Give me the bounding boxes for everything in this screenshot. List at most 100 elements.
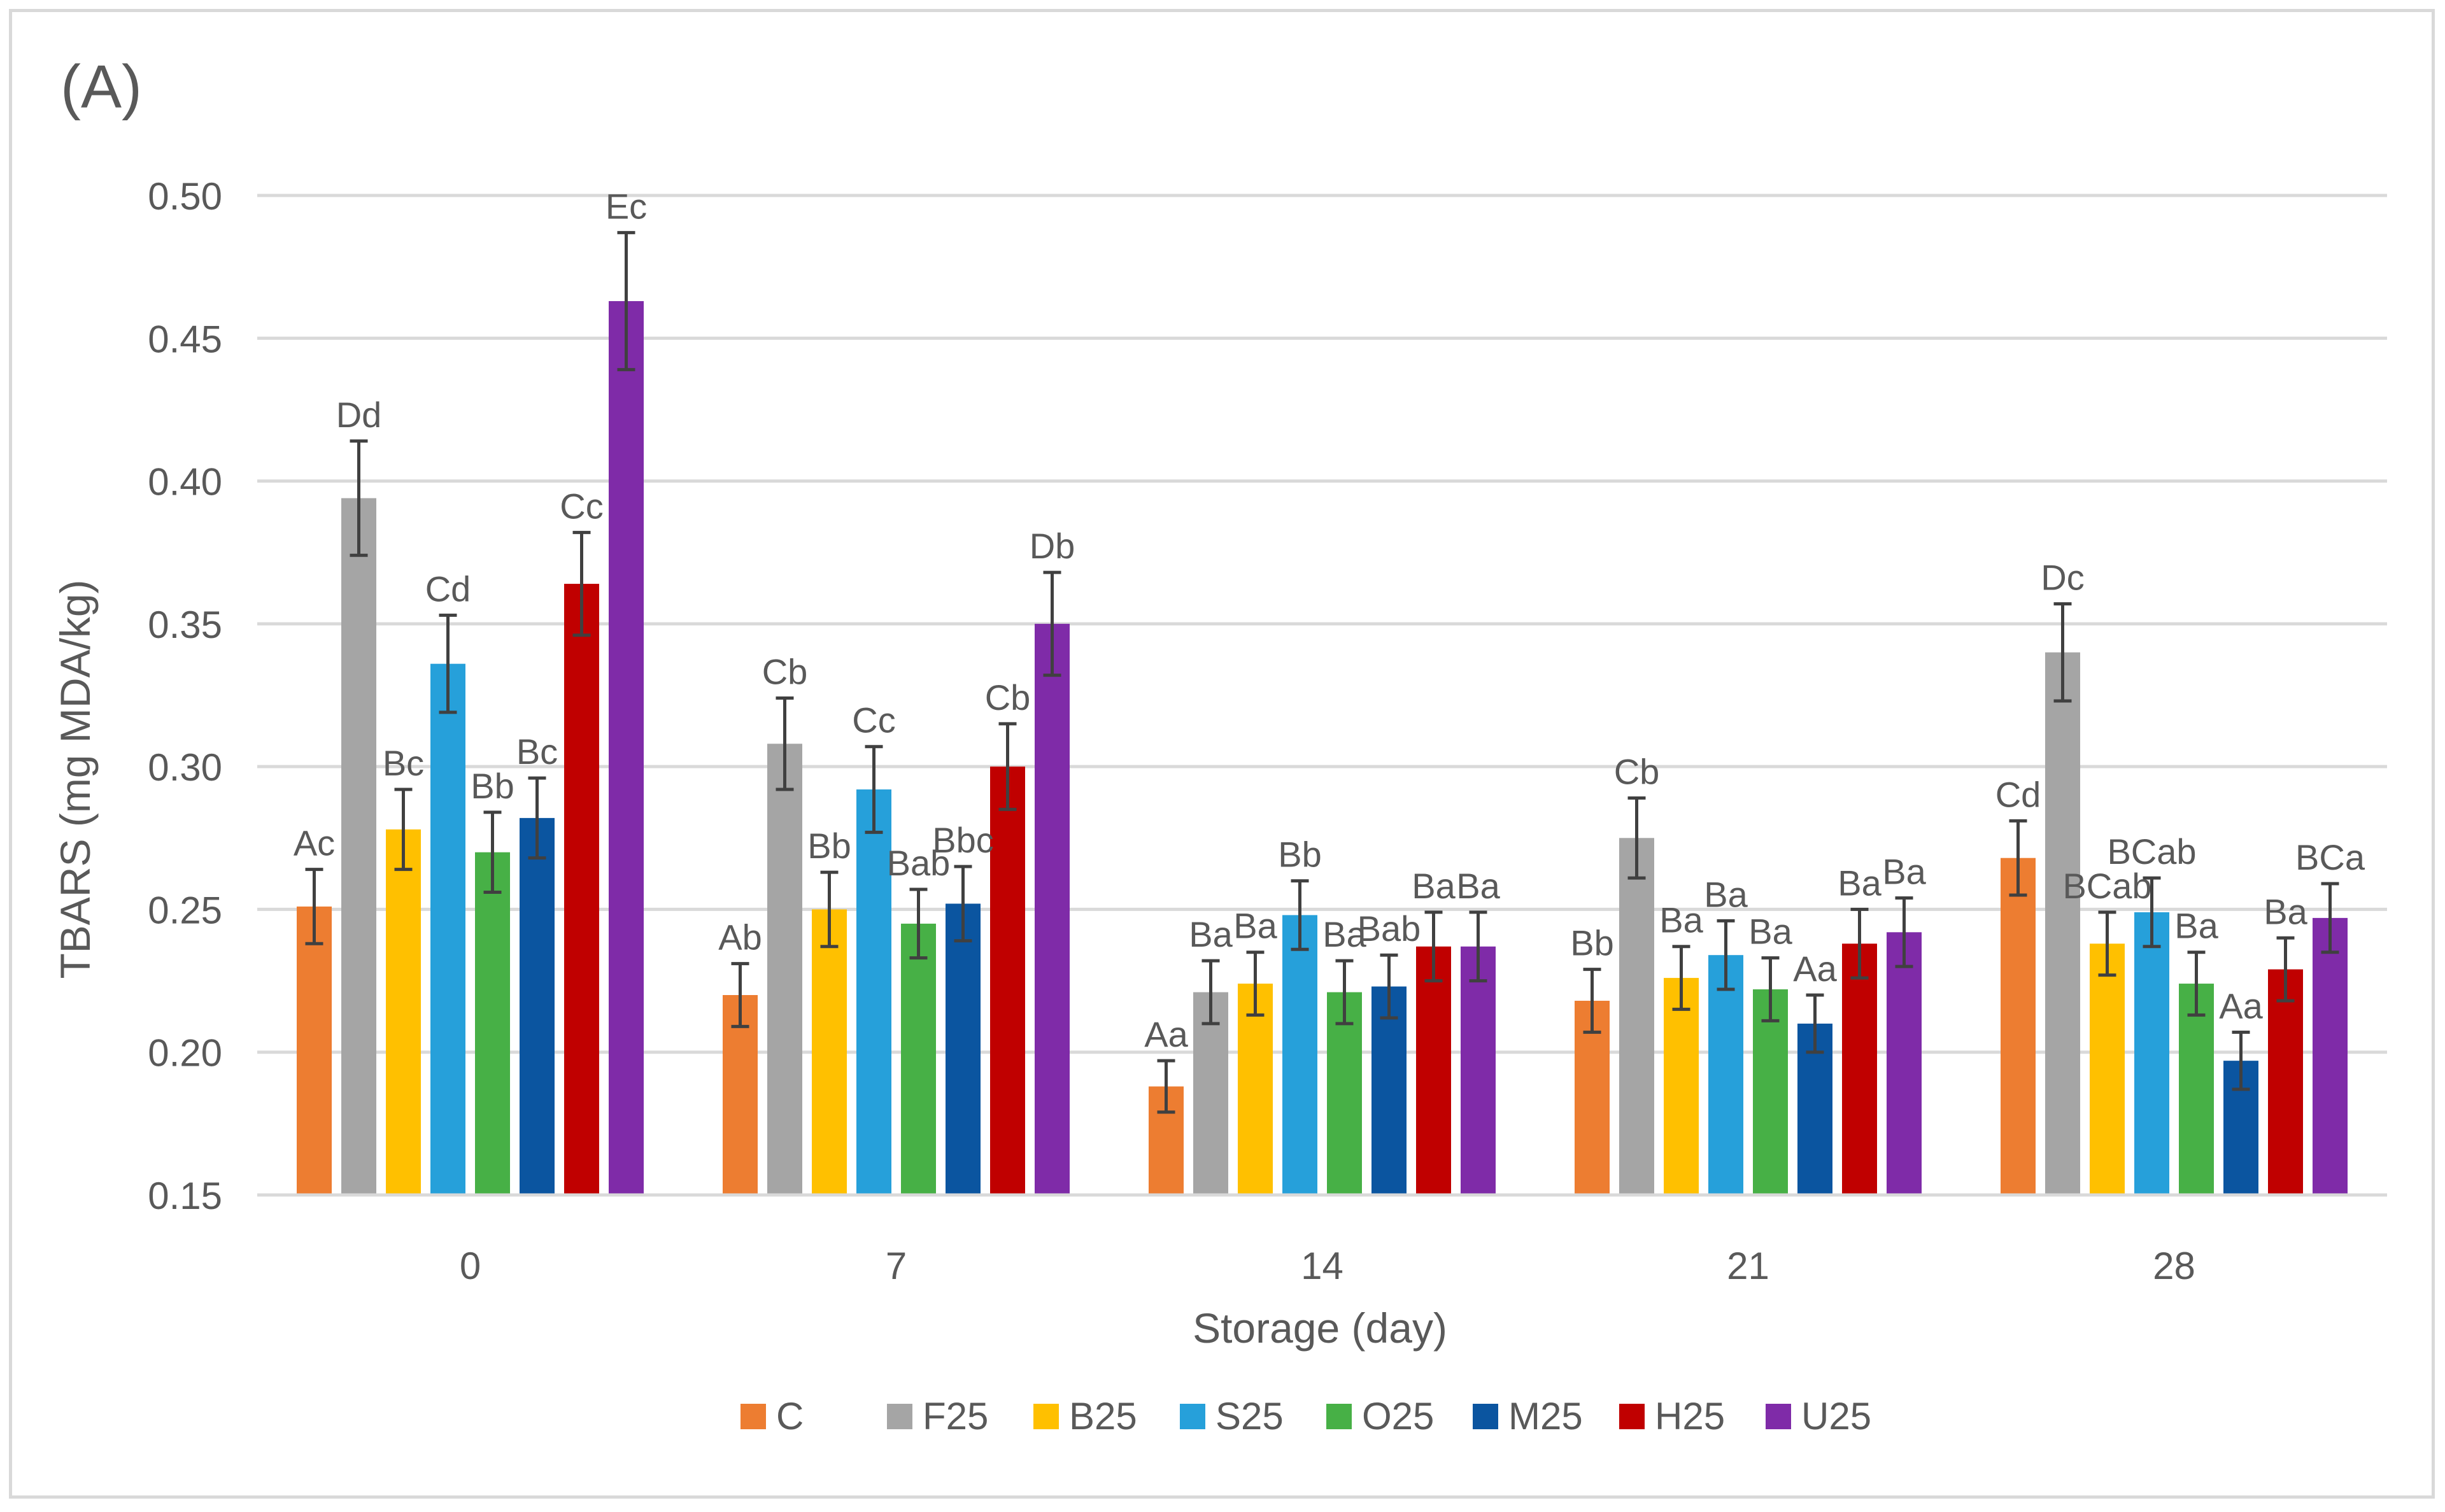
legend-item-h25: H25 xyxy=(1619,1395,1725,1438)
y-tick-label: 0.40 xyxy=(148,461,222,504)
y-tick-label: 0.30 xyxy=(148,746,222,789)
bar-f25 xyxy=(1619,838,1654,1195)
bar-o25 xyxy=(901,923,936,1195)
data-label: Ac xyxy=(294,823,335,863)
bar-h25 xyxy=(1842,943,1877,1195)
data-label: Bb xyxy=(471,766,514,806)
data-label: Ba xyxy=(1456,866,1500,906)
y-tick-label: 0.50 xyxy=(148,175,222,218)
panel-label: (A) xyxy=(60,53,142,121)
x-tick-label: 0 xyxy=(460,1245,481,1287)
y-tick-label: 0.35 xyxy=(148,604,222,646)
bar-h25 xyxy=(1416,946,1451,1195)
bar-m25 xyxy=(946,903,981,1195)
x-tick-label: 28 xyxy=(2153,1245,2195,1287)
bar-b25 xyxy=(386,829,421,1195)
legend-item-c: C xyxy=(741,1395,804,1438)
legend-item-m25: M25 xyxy=(1473,1395,1583,1438)
y-tick-label: 0.20 xyxy=(148,1032,222,1075)
legend-swatch xyxy=(1033,1404,1059,1429)
bar-b25 xyxy=(1238,984,1273,1195)
data-label: Bc xyxy=(516,731,558,772)
legend-swatch xyxy=(1619,1404,1645,1429)
data-label: Cc xyxy=(852,700,895,740)
data-label: Cb xyxy=(985,677,1031,717)
data-label: Ba xyxy=(2264,891,2307,931)
bar-b25 xyxy=(2090,943,2125,1195)
data-label: Cc xyxy=(560,486,603,526)
bar-f25 xyxy=(341,498,376,1195)
data-label: BCab xyxy=(2062,866,2151,906)
legend-item-s25: S25 xyxy=(1180,1395,1284,1438)
y-axis-title: TBARS (mg MDA/kg) xyxy=(52,579,99,979)
bar-s25 xyxy=(2134,912,2169,1195)
data-label: Bab xyxy=(1357,908,1421,949)
legend-label: B25 xyxy=(1069,1395,1137,1438)
chart-frame: 0.15 0.20 0.25 0.30 0.35 0.40 0.45 0.50 Ac Dd Bc C… xyxy=(9,9,2435,1499)
data-label: Ba xyxy=(2174,906,2218,946)
legend-swatch xyxy=(1326,1404,1352,1429)
legend-label: U25 xyxy=(1801,1395,1871,1438)
data-label: Ba xyxy=(1838,863,1882,903)
legend-item-u25: U25 xyxy=(1766,1395,1871,1438)
data-label: Cd xyxy=(1995,774,2041,814)
bar-u25 xyxy=(1887,932,1922,1195)
legend-item-f25: F25 xyxy=(887,1395,988,1438)
x-tick-labels: 0 7 14 21 28 xyxy=(460,1245,2195,1287)
bar-m25 xyxy=(1371,986,1407,1195)
data-label: Db xyxy=(1030,526,1075,566)
bar-o25 xyxy=(1327,992,1362,1195)
bar-b25 xyxy=(812,909,847,1195)
bar-u25 xyxy=(2313,917,2348,1195)
data-label: Ba xyxy=(1233,906,1277,946)
data-label: Aa xyxy=(1144,1014,1188,1054)
bar-h25 xyxy=(2268,969,2303,1195)
data-label: Ba xyxy=(1412,866,1456,906)
y-tick-label: 0.45 xyxy=(148,318,222,360)
legend-swatch xyxy=(1766,1404,1791,1429)
data-label: BCa xyxy=(2295,837,2365,877)
bar-h25 xyxy=(564,584,599,1195)
legend-label: S25 xyxy=(1215,1395,1284,1438)
bar-f25 xyxy=(767,744,802,1195)
data-label: Aa xyxy=(1793,949,1837,989)
bars xyxy=(297,300,2348,1195)
legend-swatch xyxy=(1473,1404,1498,1429)
bar-s25 xyxy=(856,789,891,1195)
chart-svg: 0.15 0.20 0.25 0.30 0.35 0.40 0.45 0.50 Ac Dd Bc C… xyxy=(52,53,2387,1438)
bar-o25 xyxy=(1753,989,1788,1195)
data-label: Bc xyxy=(383,743,424,783)
legend-item-o25: O25 xyxy=(1326,1395,1434,1438)
data-label: Bab xyxy=(887,843,951,883)
bar-s25 xyxy=(430,663,465,1195)
data-label: BCab xyxy=(2107,831,2196,872)
bar-f25 xyxy=(1193,992,1228,1195)
legend: C F25 B25 S25 O25 M25 H25 U25 xyxy=(741,1395,1871,1438)
bar-s25 xyxy=(1708,955,1743,1195)
legend-label: O25 xyxy=(1362,1395,1434,1438)
x-tick-label: 7 xyxy=(886,1245,907,1287)
legend-label: C xyxy=(776,1395,804,1438)
x-tick-label: 14 xyxy=(1301,1245,1343,1287)
bar-m25 xyxy=(520,817,555,1195)
data-label: Aa xyxy=(2219,986,2263,1026)
y-tick-label: 0.15 xyxy=(148,1175,222,1217)
data-label: Ba xyxy=(1659,900,1703,940)
legend-label: M25 xyxy=(1508,1395,1583,1438)
legend-item-b25: B25 xyxy=(1033,1395,1137,1438)
y-tick-label: 0.25 xyxy=(148,889,222,931)
bar-u25 xyxy=(609,300,644,1195)
legend-swatch xyxy=(741,1404,766,1429)
data-label: Ec xyxy=(606,186,647,226)
y-tick-labels: 0.15 0.20 0.25 0.30 0.35 0.40 0.45 0.50 xyxy=(148,175,222,1217)
data-label: Ba xyxy=(1704,874,1748,914)
data-label: Cd xyxy=(425,569,471,609)
legend-swatch xyxy=(887,1404,912,1429)
data-label: Ba xyxy=(1189,914,1233,954)
bar-c xyxy=(2001,858,2036,1195)
data-label: Bb xyxy=(807,826,851,866)
data-label: Ab xyxy=(718,917,762,957)
legend-swatch xyxy=(1180,1404,1205,1429)
bar-b25 xyxy=(1664,978,1699,1195)
